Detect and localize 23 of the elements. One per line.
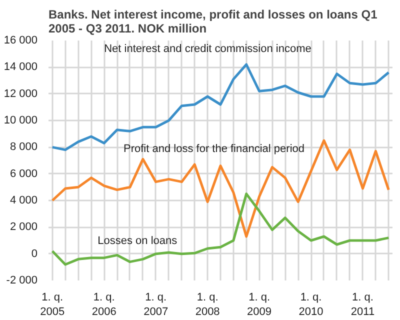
x-tick-label: 1. q. 2007 [144, 292, 168, 318]
x-tick-label: 1. q. 2005 [40, 292, 65, 318]
x-tick-label: 1. q. 2011 [350, 292, 375, 318]
y-tick-label: 6 000 [10, 168, 38, 180]
y-tick-label: 14 000 [4, 61, 38, 74]
y-tick-label: 10 000 [4, 114, 38, 126]
x-tick-label: 1. q. 2009 [247, 292, 272, 318]
y-tick-label: -2 000 [6, 274, 38, 286]
y-tick-label: 0 [31, 248, 38, 260]
line-series [51, 192, 390, 266]
line-series [51, 139, 390, 238]
y-tick-label: 2 000 [10, 221, 38, 234]
x-tick-label: 1. q. 2006 [92, 292, 116, 318]
series-label: Losses on loans [98, 235, 178, 248]
y-tick-label: 12 000 [4, 88, 38, 100]
text: Net interest and credit commission income [104, 43, 312, 56]
y-tick-label: 8 000 [10, 141, 38, 154]
x-tick-label: 1. q. 2008 [195, 292, 220, 318]
y-tick-label: 4 000 [10, 194, 38, 206]
x-tick-label: 1. q. 2010 [298, 292, 324, 318]
chart-title: Banks. Net interest income, profit and losses on loans Q1 2005 - Q3 2011. NOK million [48, 8, 378, 36]
series-label: Profit and loss for the financial period [124, 143, 305, 156]
y-tick-label: 16 000 [4, 34, 38, 46]
